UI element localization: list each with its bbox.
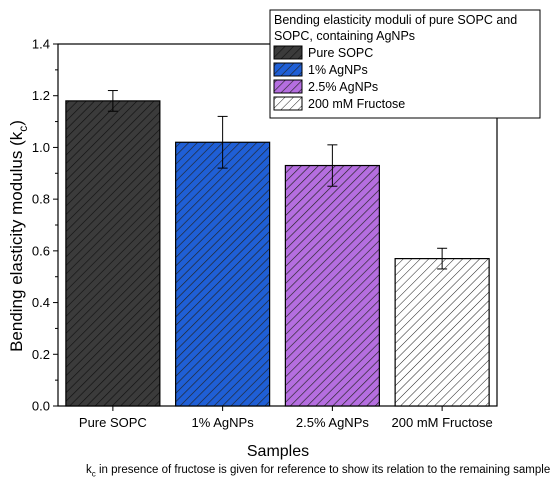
legend-label: 200 mM Fructose [308,97,405,111]
y-tick-label: 1.4 [32,37,50,52]
legend-item-2: 1% AgNPs [273,62,368,77]
legend-item-1: Pure SOPC [273,45,373,60]
y-tick-label: 0.4 [32,295,50,310]
y-tick-label: 0.6 [32,243,50,258]
legend-label: Pure SOPC [308,46,373,60]
legend-box [269,9,541,119]
x-axis-label: Samples [247,443,309,460]
error-bar-4 [437,247,448,270]
error-bars [107,90,448,270]
x-tick-label: 200 mM Fructose [392,415,493,430]
axes: 0.0 0.2 0.4 0.6 0.8 1.0 1.2 1.4 Pure SOPC 1% AgNP… [32,37,493,431]
y-tick-label: 0.8 [32,192,50,207]
legend-label: 2.5% AgNPs [308,80,378,94]
y-tick-label: 0.2 [32,347,50,362]
legend-item-3: 2.5% AgNPs [273,79,378,94]
y-axis-label: Bending elasticity modulus (kc) [7,120,30,352]
y-tick-label: 0.0 [32,399,50,414]
error-bar-2 [217,115,228,169]
bars [65,100,490,407]
x-tick-label: 1% AgNPs [192,415,255,430]
legend-title: Bending elasticity moduli of pure SOPC a… [274,13,517,27]
legend-swatch [273,45,303,60]
legend-swatch [273,96,303,111]
error-bar-1 [107,90,118,112]
bar-1 [65,100,161,407]
bar-4 [394,258,490,407]
error-bar-3 [327,144,338,187]
footnote: kc in presence of fructose is given for … [86,464,550,479]
legend-label: 1% AgNPs [308,63,368,77]
bar-3 [284,164,380,407]
legend: Bending elasticity moduli of pure SOPC a… [269,9,541,119]
y-tick-label: 1.2 [32,88,50,103]
legend-swatch [273,79,303,94]
x-tick-label: Pure SOPC [79,415,147,430]
legend-swatch [273,62,303,77]
y-tick-label: 1.0 [32,140,50,155]
x-tick-label: 2.5% AgNPs [296,415,369,430]
legend-item-4: 200 mM Fructose [273,96,405,111]
bar-2 [175,141,271,407]
legend-title: SOPC, containing AgNPs [274,29,415,43]
